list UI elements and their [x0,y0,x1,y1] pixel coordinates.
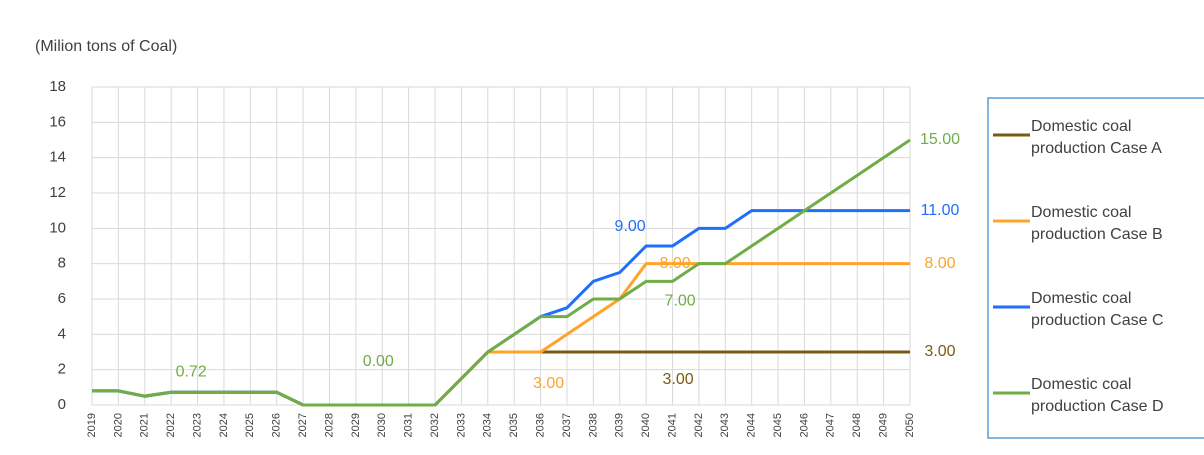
y-tick-label: 10 [49,219,66,236]
x-tick-label: 2027 [297,413,309,437]
series-line [92,209,910,407]
x-tick-label: 2041 [666,413,678,437]
legend-label: Domestic coal production Case A [1031,118,1162,157]
legend-label: Domestic coal production Case D [1031,376,1164,415]
y-tick-label: 2 [58,361,66,378]
y-tick-label: 14 [49,149,66,166]
x-tick-label: 2028 [323,413,335,437]
x-tick-label: 2029 [350,413,362,437]
x-tick-label: 2033 [455,413,467,437]
data-label: 3.00 [533,375,564,392]
x-tick-label: 2032 [429,413,441,437]
y-axis-label: (Milion tons of Coal) [35,38,177,55]
x-tick-label: 2024 [218,413,230,437]
data-label: 3.00 [924,343,955,360]
legend-label: Domestic coal production Case B [1031,204,1163,243]
x-tick-label: 2020 [112,413,124,437]
y-tick-label: 12 [49,184,66,201]
x-tick-label: 2035 [508,413,520,437]
x-tick-label: 2036 [534,413,546,437]
x-tick-label: 2047 [825,413,837,437]
x-tick-label: 2048 [851,413,863,437]
y-tick-label: 6 [58,290,66,307]
x-tick-label: 2050 [904,413,916,437]
data-label: 9.00 [615,218,646,235]
x-tick-label: 2042 [693,413,705,437]
x-tick-label: 2031 [403,413,415,437]
y-tick-label: 16 [49,113,66,130]
x-tick-label: 2021 [139,413,151,437]
x-tick-label: 2037 [561,413,573,437]
data-label: 15.00 [920,131,960,148]
legend-box [987,97,1204,439]
y-tick-label: 0 [58,396,66,413]
x-tick-label: 2049 [878,413,890,437]
x-tick-label: 2034 [482,413,494,437]
data-label: 11.00 [921,202,960,219]
y-tick-label: 4 [58,325,66,342]
x-tick-label: 2026 [271,413,283,437]
x-tick-label: 2039 [614,413,626,437]
x-tick-label: 2044 [746,413,758,437]
x-tick-label: 2040 [640,413,652,437]
data-label: 0.00 [363,353,394,370]
x-tick-label: 2023 [191,413,203,437]
legend-label: Domestic coal production Case C [1031,290,1164,329]
series-line [92,138,911,407]
data-label: 7.00 [665,293,696,310]
x-tick-label: 2025 [244,413,256,437]
x-tick-label: 2019 [86,413,98,437]
x-tick-label: 2046 [798,413,810,437]
y-tick-label: 8 [58,255,66,272]
y-tick-label: 18 [49,78,66,95]
x-tick-label: 2038 [587,413,599,437]
data-label: 8.00 [924,255,955,272]
series-line [92,350,910,407]
x-tick-label: 2022 [165,413,177,437]
x-tick-label: 2030 [376,413,388,437]
data-label: 0.72 [176,363,207,380]
x-tick-label: 2043 [719,413,731,437]
x-tick-label: 2045 [772,413,784,437]
data-label: 8.00 [660,255,691,272]
data-label: 3.00 [663,371,694,388]
